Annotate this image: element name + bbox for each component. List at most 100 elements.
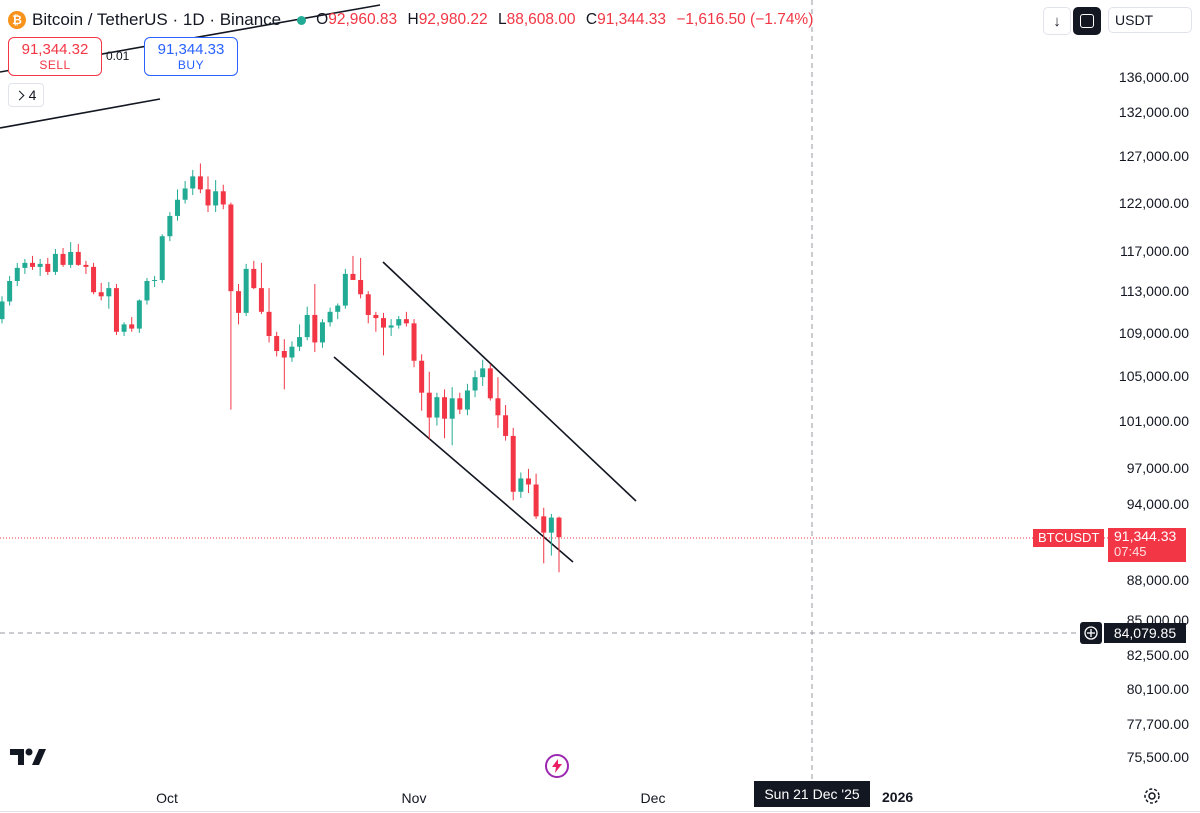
candle-up[interactable] [388, 325, 394, 328]
lightning-icon[interactable] [545, 754, 569, 778]
candle-down[interactable] [403, 319, 409, 324]
candle-down[interactable] [228, 204, 234, 292]
candle-down[interactable] [45, 263, 51, 272]
candle-down[interactable] [426, 392, 432, 418]
channel-upper-line[interactable] [382, 261, 637, 502]
candle-down[interactable] [75, 251, 81, 265]
candle-up[interactable] [548, 517, 554, 533]
candle-up[interactable] [304, 314, 310, 338]
currency-select[interactable]: USDT [1108, 7, 1192, 33]
candle-up[interactable] [243, 268, 249, 313]
candle-up[interactable] [14, 267, 20, 281]
candle-up[interactable] [152, 279, 158, 281]
candle-down[interactable] [266, 311, 272, 337]
candle-up[interactable] [0, 301, 5, 320]
candle-up[interactable] [182, 188, 188, 200]
candle-up[interactable] [319, 322, 325, 343]
candle-up[interactable] [136, 300, 142, 329]
candle-down[interactable] [312, 314, 318, 343]
candle-down[interactable] [457, 398, 463, 410]
candle-down[interactable] [365, 294, 371, 315]
candle-down[interactable] [129, 324, 135, 329]
candle-down[interactable] [205, 189, 211, 206]
arrow-down-icon[interactable]: ↓ [1043, 7, 1071, 35]
candle-up[interactable] [472, 377, 478, 391]
indicators-toggle[interactable]: 4 [8, 83, 44, 107]
candle-down[interactable] [281, 351, 287, 358]
bottom-divider [0, 811, 1200, 812]
candle-down[interactable] [60, 253, 66, 265]
candle-down[interactable] [487, 368, 493, 399]
candle-down[interactable] [98, 292, 104, 297]
candle-down[interactable] [373, 314, 379, 319]
candle-down[interactable] [236, 291, 242, 313]
candle-up[interactable] [37, 263, 43, 267]
candle-up[interactable] [342, 273, 348, 306]
candle-down[interactable] [350, 273, 356, 280]
candle-down[interactable] [533, 484, 539, 517]
candle-up[interactable] [327, 311, 333, 323]
candle-up[interactable] [22, 262, 28, 268]
candle-down[interactable] [411, 323, 417, 361]
candle-down[interactable] [358, 279, 364, 295]
buy-label: BUY [177, 58, 205, 72]
candle-up[interactable] [289, 346, 295, 358]
ohlc-readout: O92,960.83 H92,980.22 L88,608.00 C91,344… [316, 11, 813, 29]
crosshair-price-tag: 84,079.85 [1104, 623, 1186, 643]
close-value: 91,344.33 [597, 11, 667, 28]
candle-up[interactable] [144, 280, 150, 301]
channel-lower-line[interactable] [333, 356, 574, 563]
add-alert-plus-icon[interactable] [1080, 622, 1102, 644]
candle-down[interactable] [113, 288, 119, 332]
y-tick-label: 136,000.00 [1118, 69, 1189, 85]
candle-down[interactable] [30, 262, 36, 267]
candle-up[interactable] [190, 176, 196, 189]
fullscreen-icon[interactable] [1073, 7, 1101, 35]
candle-up[interactable] [52, 253, 58, 272]
candle-down[interactable] [381, 318, 386, 328]
sell-button[interactable]: 91,344.32 SELL [8, 37, 102, 76]
candle-up[interactable] [335, 305, 341, 312]
candle-down[interactable] [495, 398, 501, 416]
symbol-title[interactable]: Bitcoin / TetherUS · 1D · Binance [32, 10, 282, 29]
candle-up[interactable] [518, 478, 524, 492]
candle-up[interactable] [449, 398, 455, 419]
candle-down[interactable] [197, 176, 203, 190]
buy-button[interactable]: 91,344.33 BUY [144, 37, 238, 76]
candle-up[interactable] [7, 280, 13, 302]
candle-down[interactable] [541, 516, 547, 533]
buy-price: 91,344.33 [157, 41, 225, 58]
candle-up[interactable] [167, 215, 173, 237]
candle-down[interactable] [258, 288, 264, 312]
candle-down[interactable] [91, 266, 97, 293]
candle-down[interactable] [220, 191, 226, 205]
candle-up[interactable] [121, 324, 127, 332]
candle-up[interactable] [159, 236, 165, 280]
candle-down[interactable] [419, 360, 425, 393]
candle-up[interactable] [434, 397, 440, 418]
trendline-left[interactable] [0, 98, 161, 129]
candle-up[interactable] [213, 191, 219, 206]
candle-up[interactable] [480, 368, 486, 378]
candle-up[interactable] [68, 251, 74, 265]
candle-up[interactable] [297, 337, 303, 347]
candle-up[interactable] [464, 390, 470, 410]
close-label: C [585, 11, 598, 28]
market-status-dot[interactable] [297, 15, 307, 25]
candle-up[interactable] [174, 199, 180, 216]
tradingview-logo-icon[interactable] [10, 747, 46, 772]
candle-down[interactable] [251, 268, 257, 289]
candle-down[interactable] [556, 517, 562, 538]
candle-up[interactable] [396, 319, 402, 326]
candle-up[interactable] [106, 288, 112, 297]
gear-icon[interactable] [1143, 787, 1161, 810]
spread-value: 0.01 [106, 49, 130, 63]
candle-down[interactable] [83, 264, 89, 267]
candle-down[interactable] [503, 415, 509, 436]
candle-down[interactable] [274, 336, 280, 352]
y-tick-label: 113,000.00 [1119, 283, 1189, 300]
candle-down[interactable] [510, 435, 516, 492]
candle-down[interactable] [525, 478, 531, 485]
candle-down[interactable] [442, 397, 448, 419]
